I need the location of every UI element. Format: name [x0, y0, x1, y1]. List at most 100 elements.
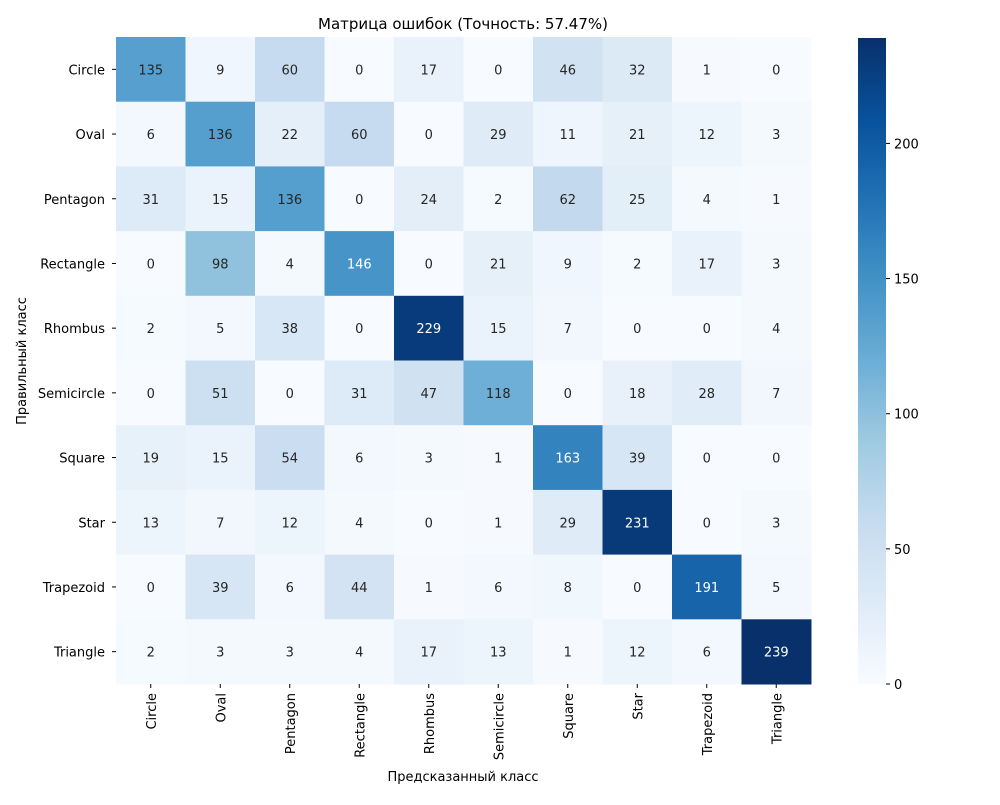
- heatmap-cell: [116, 37, 186, 103]
- cell-value-label: 21: [629, 128, 646, 143]
- heatmap-cell: [116, 554, 186, 620]
- heatmap-cell: [463, 231, 534, 297]
- x-tick-label: Circle: [145, 693, 160, 730]
- heatmap-cell: [741, 231, 812, 297]
- heatmap-cell: [255, 360, 325, 426]
- cell-value-label: 1: [494, 452, 502, 467]
- cell-value-label: 4: [772, 322, 780, 337]
- colorbar-tick-label: 200: [894, 137, 919, 152]
- heatmap-cell: [324, 425, 395, 491]
- cell-value-label: 18: [629, 387, 646, 402]
- cell-value-label: 118: [486, 387, 511, 402]
- heatmap-cell: [672, 554, 742, 620]
- heatmap-cell: [533, 295, 603, 361]
- cell-value-label: 9: [564, 257, 572, 272]
- heatmap-cell: [463, 166, 534, 232]
- heatmap-cell: [116, 231, 186, 297]
- cell-value-label: 29: [559, 516, 576, 531]
- heatmap-cell: [672, 166, 742, 232]
- heatmap-cell: [672, 101, 742, 167]
- heatmap-cell: [324, 489, 395, 556]
- cell-value-label: 51: [212, 387, 229, 402]
- cell-value-label: 0: [703, 516, 711, 531]
- heatmap-cell: [255, 166, 325, 232]
- cell-value-label: 12: [281, 516, 298, 531]
- cell-value-label: 3: [772, 516, 780, 531]
- cell-value-label: 0: [355, 193, 363, 208]
- cell-value-label: 31: [351, 387, 368, 402]
- cell-value-label: 239: [764, 646, 789, 661]
- heatmap-cell: [741, 489, 812, 556]
- heatmap-cell: [185, 554, 256, 620]
- heatmap-cell: [602, 360, 673, 426]
- cell-value-label: 0: [286, 387, 294, 402]
- heatmap-cell: [185, 360, 256, 426]
- cell-value-label: 12: [698, 128, 715, 143]
- heatmap-cell: [394, 619, 464, 685]
- cell-value-label: 11: [559, 128, 576, 143]
- cell-value-label: 12: [629, 646, 646, 661]
- colorbar-tick-label: 0: [894, 678, 902, 693]
- heatmap-cell: [533, 231, 603, 297]
- cell-value-label: 0: [355, 322, 363, 337]
- chart-title: Матрица ошибок (Точность: 57.47%): [318, 15, 608, 33]
- heatmap-cell: [463, 37, 534, 103]
- x-tick-label: Pentagon: [284, 693, 299, 754]
- colorbar: [858, 38, 886, 684]
- cell-value-label: 0: [147, 581, 155, 596]
- heatmap-cell: [672, 360, 742, 426]
- heatmap-cell: [463, 425, 534, 491]
- cell-value-label: 44: [351, 581, 368, 596]
- heatmap-cell: [185, 37, 256, 103]
- cell-value-label: 0: [425, 257, 433, 272]
- colorbar-tick-label: 150: [894, 273, 919, 288]
- heatmap-cell: [185, 166, 256, 232]
- heatmap-cell: [533, 425, 603, 491]
- cell-value-label: 13: [142, 516, 159, 531]
- cell-value-label: 31: [142, 193, 159, 208]
- cell-value-label: 39: [212, 581, 229, 596]
- heatmap-cell: [741, 425, 812, 491]
- heatmap-cell: [185, 295, 256, 361]
- heatmap-cell: [463, 360, 534, 426]
- heatmap-cell: [672, 231, 742, 297]
- x-tick-label: Trapezoid: [701, 693, 716, 756]
- heatmap-cell: [741, 554, 812, 620]
- cell-value-label: 0: [564, 387, 572, 402]
- heatmap-cell: [255, 489, 325, 556]
- cell-value-label: 21: [490, 257, 507, 272]
- heatmap-cell: [116, 619, 186, 685]
- cell-value-label: 60: [281, 63, 298, 78]
- colorbar-tick-label: 100: [894, 408, 919, 423]
- y-tick-label: Rectangle: [40, 257, 105, 272]
- cell-value-label: 9: [216, 63, 224, 78]
- heatmap-cell: [672, 295, 742, 361]
- heatmap-cell: [672, 489, 742, 556]
- cell-value-label: 3: [286, 646, 294, 661]
- heatmap-cell: [741, 37, 812, 103]
- heatmap-cell: [602, 489, 673, 556]
- cell-value-label: 46: [559, 63, 576, 78]
- heatmap-cell: [116, 295, 186, 361]
- heatmap-cell: [255, 619, 325, 685]
- cell-value-label: 15: [490, 322, 507, 337]
- cell-value-label: 0: [355, 63, 363, 78]
- cell-value-label: 7: [216, 516, 224, 531]
- cell-value-label: 0: [425, 128, 433, 143]
- heatmap-cell: [324, 101, 395, 167]
- cell-value-label: 191: [694, 581, 719, 596]
- heatmap-cell: [324, 619, 395, 685]
- heatmap-cell: [533, 37, 603, 103]
- heatmap-cell: [741, 101, 812, 167]
- y-axis-label: Правильный класс: [15, 297, 30, 425]
- cell-value-label: 19: [142, 452, 159, 467]
- heatmap-cell: [394, 295, 464, 361]
- heatmap-cell: [116, 425, 186, 491]
- y-tick-label: Rhombus: [44, 322, 105, 337]
- heatmap-cell: [324, 554, 395, 620]
- heatmap-cell: [602, 37, 673, 103]
- cell-value-label: 39: [629, 452, 646, 467]
- x-tick-label: Square: [562, 693, 577, 739]
- heatmap-cell: [394, 37, 464, 103]
- heatmap-cell: [255, 425, 325, 491]
